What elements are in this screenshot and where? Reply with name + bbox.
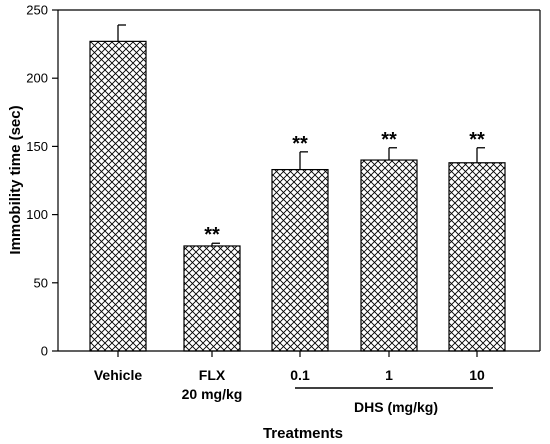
labels-layer: 0 50 100 150 200 250 Vehicle ** FLX 20 mg/kg ** 0.1… [26, 3, 485, 403]
bars-layer [89, 24, 506, 352]
y-tick-label: 150 [26, 139, 48, 154]
y-tick-label: 200 [26, 71, 48, 86]
bar [183, 245, 241, 352]
bar [271, 168, 329, 352]
x-axis-title: Treatments [263, 425, 343, 442]
category-label-line2: 20 mg/kg [182, 386, 243, 402]
significance-label: ** [204, 224, 220, 246]
group-label: DHS (mg/kg) [354, 399, 438, 415]
category-label: 0.1 [290, 367, 310, 383]
category-label: Vehicle [94, 367, 142, 383]
bar [360, 159, 418, 352]
significance-label: ** [292, 133, 308, 155]
significance-label: ** [469, 129, 485, 151]
y-tick-label: 100 [26, 207, 48, 222]
y-tick-label: 250 [26, 3, 48, 18]
category-label: 1 [385, 367, 393, 383]
bar [448, 162, 506, 352]
significance-label: ** [381, 129, 397, 151]
category-label: 10 [469, 367, 485, 383]
bar [89, 40, 147, 352]
y-tick-label: 0 [41, 344, 48, 359]
y-axis-title: Immobility time (sec) [7, 105, 24, 254]
y-tick-label: 50 [34, 275, 48, 290]
axes-layer [52, 9, 541, 357]
category-label: FLX [199, 367, 226, 383]
